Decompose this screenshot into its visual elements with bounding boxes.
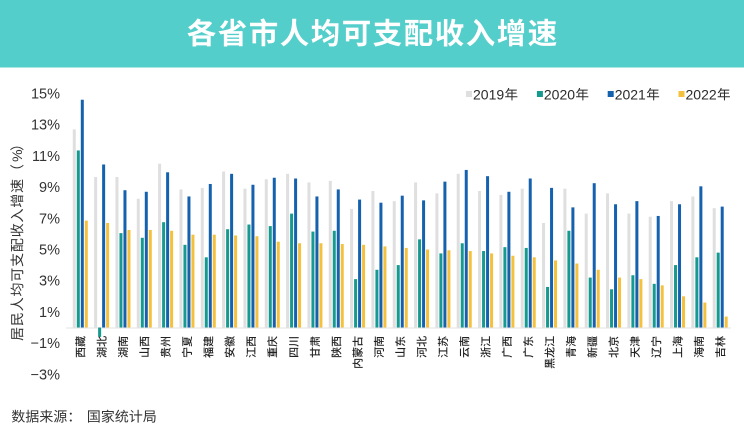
svg-text:2020: 2020 bbox=[544, 86, 575, 102]
svg-text:2019: 2019 bbox=[473, 86, 504, 102]
svg-text:2022: 2022 bbox=[686, 86, 717, 102]
svg-text:13%: 13% bbox=[31, 118, 60, 134]
svg-text:9%: 9% bbox=[39, 180, 60, 196]
svg-text:3%: 3% bbox=[39, 274, 60, 290]
svg-text:5%: 5% bbox=[39, 243, 60, 259]
svg-text:−1%: −1% bbox=[31, 336, 61, 352]
svg-text:%: % bbox=[9, 149, 25, 161]
svg-text:11%: 11% bbox=[32, 149, 60, 165]
svg-text:7%: 7% bbox=[39, 211, 60, 227]
svg-text:15%: 15% bbox=[31, 87, 60, 103]
svg-text:−3%: −3% bbox=[31, 367, 61, 383]
svg-text:2021: 2021 bbox=[615, 86, 646, 102]
svg-text:1%: 1% bbox=[39, 305, 60, 321]
